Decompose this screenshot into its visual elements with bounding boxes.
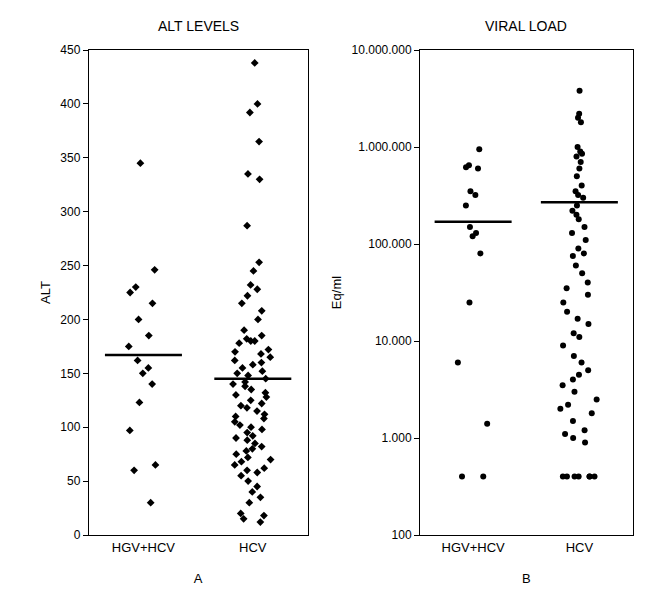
svg-text:100.000: 100.000 (368, 237, 412, 251)
svg-text:1.000: 1.000 (382, 431, 412, 445)
svg-text:HCV: HCV (239, 540, 267, 555)
svg-text:VIRAL LOAD: VIRAL LOAD (485, 18, 567, 34)
svg-text:200: 200 (60, 313, 80, 327)
svg-text:300: 300 (60, 205, 80, 219)
svg-text:350: 350 (60, 151, 80, 165)
svg-text:150: 150 (60, 367, 80, 381)
svg-text:450: 450 (60, 43, 80, 57)
svg-text:100: 100 (392, 528, 412, 542)
svg-text:ALT LEVELS: ALT LEVELS (158, 18, 239, 34)
svg-text:HGV+HCV: HGV+HCV (112, 540, 176, 555)
svg-text:1.000.000: 1.000.000 (358, 140, 412, 154)
svg-text:100: 100 (60, 420, 80, 434)
svg-text:A: A (194, 571, 203, 586)
svg-text:HCV: HCV (566, 540, 594, 555)
svg-text:Eq/ml: Eq/ml (329, 276, 344, 309)
svg-text:10.000.000: 10.000.000 (352, 43, 412, 57)
svg-text:250: 250 (60, 259, 80, 273)
svg-text:10.000: 10.000 (375, 334, 412, 348)
svg-text:B: B (522, 571, 531, 586)
svg-text:ALT: ALT (38, 281, 53, 304)
svg-text:400: 400 (60, 97, 80, 111)
svg-text:50: 50 (67, 474, 81, 488)
svg-text:HGV+HCV: HGV+HCV (442, 540, 506, 555)
svg-text:0: 0 (74, 528, 81, 542)
